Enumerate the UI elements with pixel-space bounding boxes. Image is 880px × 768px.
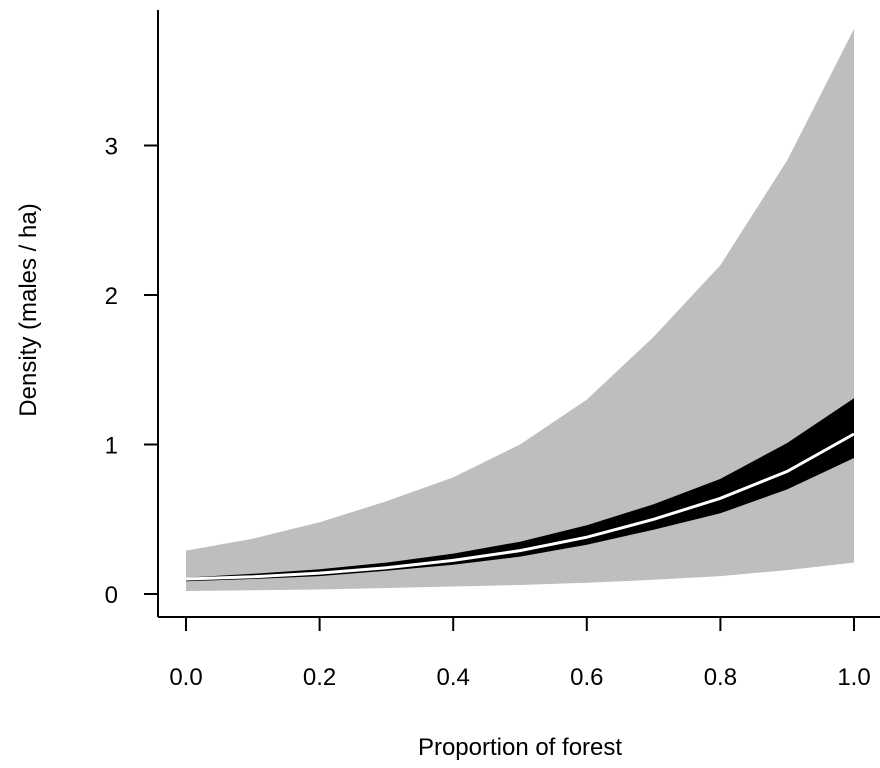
axes-layer bbox=[157, 10, 880, 618]
x-tick-label-0.8: 0.8 bbox=[704, 664, 737, 691]
x-axis-title: Proportion of forest bbox=[418, 734, 622, 761]
confidence-band-2 bbox=[186, 398, 854, 582]
y-axis-title: Density (males / ha) bbox=[15, 203, 42, 416]
y-tick-label-1: 1 bbox=[105, 433, 118, 460]
x-tick-label-0.6: 0.6 bbox=[570, 664, 603, 691]
y-tick-label-2: 2 bbox=[105, 283, 118, 310]
x-tick-label-1.0: 1.0 bbox=[837, 664, 870, 691]
bands-layer bbox=[186, 28, 854, 591]
x-tick-label-0.4: 0.4 bbox=[437, 664, 470, 691]
y-tick-label-3: 3 bbox=[105, 134, 118, 161]
ticks-layer: 0.0 0.2 0.4 0.6 0.8 1.0 0 1 2 3 bbox=[105, 134, 871, 692]
confidence-band-1 bbox=[186, 28, 854, 591]
x-tick-label-0.0: 0.0 bbox=[169, 664, 202, 691]
lines-layer bbox=[185, 432, 855, 581]
x-tick-label-0.2: 0.2 bbox=[303, 664, 336, 691]
mean-line bbox=[185, 432, 855, 581]
y-tick-label-0: 0 bbox=[105, 582, 118, 609]
